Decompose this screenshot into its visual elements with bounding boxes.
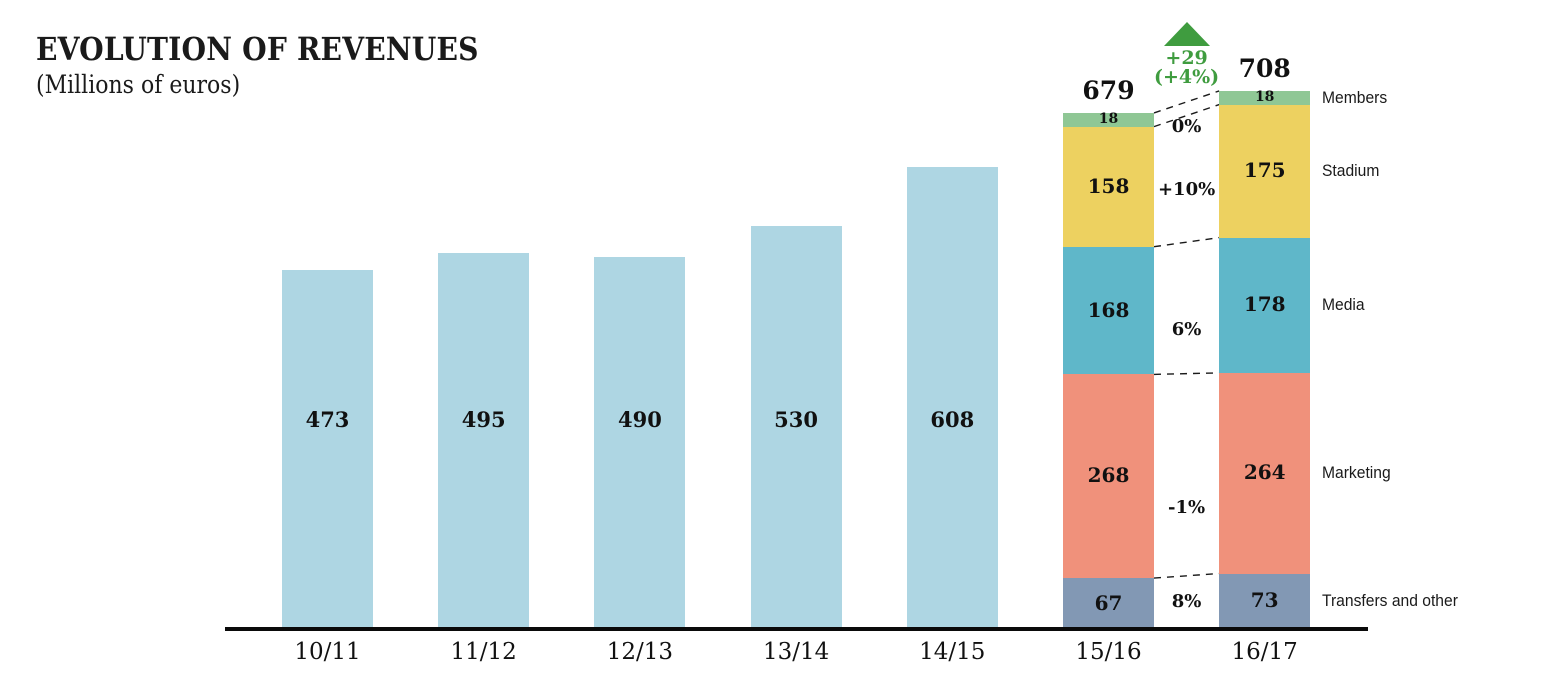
chart-subtitle: (Millions of euros) bbox=[36, 69, 241, 99]
total-value-label: 708 bbox=[1238, 53, 1291, 83]
category-label-marketing: Marketing bbox=[1322, 463, 1391, 483]
axis-tick-label: 11/12 bbox=[450, 639, 517, 665]
segment-value-label: 67 bbox=[1094, 590, 1123, 615]
segment-value-label: 178 bbox=[1243, 292, 1286, 317]
axis-tick-label: 12/13 bbox=[606, 639, 674, 665]
chart-header: EVOLUTION OF REVENUES (Millions of euros… bbox=[36, 32, 479, 99]
segment-transfers_and_other bbox=[1219, 573, 1311, 629]
change-percent-label-stadium: +10% bbox=[1157, 179, 1216, 200]
change-percent-label-media: 6% bbox=[1171, 319, 1202, 340]
category-label-transfers_and_other: Transfers and other bbox=[1322, 591, 1459, 611]
total-change-percent: (+4%) bbox=[1154, 66, 1220, 88]
change-percent-label-transfers_and_other: 8% bbox=[1171, 591, 1202, 612]
segment-value-label: 18 bbox=[1254, 88, 1275, 105]
axis-tick-label: 16/17 bbox=[1231, 639, 1298, 665]
change-percent-label-marketing: -1% bbox=[1168, 497, 1206, 518]
segment-stadium bbox=[1219, 104, 1311, 238]
total-value-label: 679 bbox=[1082, 75, 1135, 105]
category-label-members: Members bbox=[1322, 87, 1388, 107]
bar-value-label: 608 bbox=[930, 407, 975, 432]
total-change-value: +29 bbox=[1165, 47, 1208, 69]
axis-tick-label: 15/16 bbox=[1075, 639, 1142, 665]
bar-value-label: 490 bbox=[617, 407, 662, 432]
axis-tick-label: 13/14 bbox=[762, 639, 830, 665]
segment-marketing bbox=[1219, 372, 1311, 574]
bar-value-label: 473 bbox=[305, 407, 350, 432]
segment-value-label: 264 bbox=[1243, 460, 1286, 485]
revenue-bar-11-12 bbox=[438, 252, 530, 629]
axis-tick-label: 14/15 bbox=[919, 639, 986, 665]
category-label-stadium: Stadium bbox=[1322, 161, 1380, 181]
category-label-media: Media bbox=[1322, 295, 1365, 315]
bar-value-label: 530 bbox=[774, 407, 819, 432]
segment-value-label: 158 bbox=[1087, 173, 1130, 198]
bar-value-label: 495 bbox=[461, 407, 506, 432]
revenue-bar-12-13 bbox=[594, 256, 686, 629]
change-percent-label-members: 0% bbox=[1171, 116, 1202, 137]
segment-members bbox=[1063, 112, 1154, 127]
segment-members bbox=[1219, 90, 1311, 105]
segment-value-label: 73 bbox=[1250, 588, 1279, 613]
revenue-bar-10-11 bbox=[282, 269, 373, 629]
segment-value-label: 268 bbox=[1087, 463, 1130, 488]
segment-media bbox=[1063, 246, 1154, 375]
x-axis-line bbox=[225, 627, 1368, 631]
segment-value-label: 18 bbox=[1098, 110, 1119, 127]
segment-transfers_and_other bbox=[1063, 578, 1154, 629]
chart-title: EVOLUTION OF REVENUES bbox=[36, 30, 479, 68]
segment-stadium bbox=[1063, 126, 1154, 247]
axis-tick-label: 10/11 bbox=[294, 639, 361, 665]
segment-value-label: 168 bbox=[1087, 297, 1130, 322]
segment-marketing bbox=[1063, 374, 1154, 579]
revenue-bar-14-15 bbox=[906, 166, 998, 629]
increase-arrow-icon bbox=[1163, 22, 1210, 46]
revenue-bar-13-14 bbox=[750, 226, 842, 629]
segment-media bbox=[1219, 237, 1311, 373]
segment-value-label: 175 bbox=[1243, 158, 1286, 183]
